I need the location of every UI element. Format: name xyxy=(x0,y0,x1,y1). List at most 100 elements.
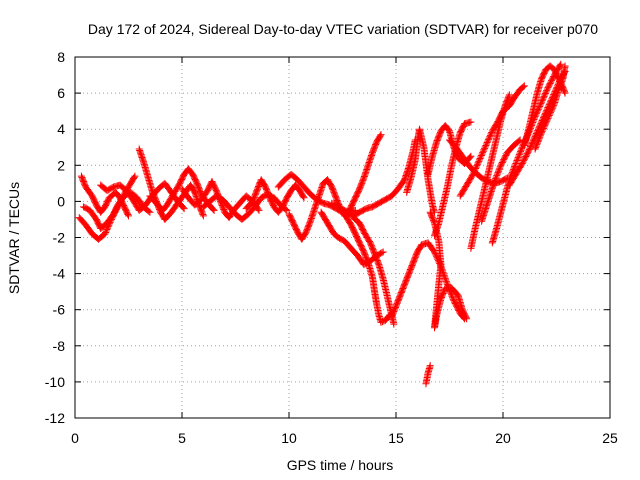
data-point xyxy=(535,124,543,132)
data-point xyxy=(486,133,494,141)
y-tick-label: -6 xyxy=(53,302,66,318)
data-point xyxy=(471,166,479,174)
data-point xyxy=(516,149,524,157)
data-point xyxy=(255,206,263,214)
data-point xyxy=(531,145,539,153)
data-point xyxy=(514,155,522,163)
data-point xyxy=(505,91,513,99)
data-point xyxy=(376,132,384,140)
data-point xyxy=(530,134,538,142)
data-point xyxy=(536,101,544,109)
data-point xyxy=(538,97,546,105)
data-point xyxy=(441,285,449,293)
data-point xyxy=(539,115,547,123)
data-point xyxy=(209,205,217,213)
data-point xyxy=(131,172,139,180)
data-point xyxy=(541,122,549,130)
data-point xyxy=(539,124,547,132)
data-point xyxy=(537,100,545,108)
data-point xyxy=(538,98,546,106)
data-point xyxy=(557,60,565,68)
data-point xyxy=(549,103,557,111)
data-point xyxy=(467,118,475,126)
data-point xyxy=(514,154,522,162)
data-point xyxy=(511,161,519,169)
data-point xyxy=(492,175,500,183)
data-point xyxy=(449,294,457,302)
data-point xyxy=(283,206,291,214)
data-point xyxy=(385,312,393,320)
data-point xyxy=(547,107,555,115)
data-point xyxy=(539,126,547,134)
data-point xyxy=(542,119,550,127)
data-point xyxy=(484,136,492,144)
data-point xyxy=(130,173,138,181)
data-point xyxy=(483,140,491,148)
y-axis-ticks: -12 -10 -8 -6 -4 -2 0 2 4 6 8 xyxy=(45,49,610,426)
data-point xyxy=(529,137,537,145)
data-point xyxy=(561,89,569,97)
data-point xyxy=(180,205,188,213)
data-point xyxy=(536,132,544,140)
data-point xyxy=(101,230,109,238)
x-tick-label: 20 xyxy=(495,430,511,446)
data-point xyxy=(479,147,487,155)
data-point xyxy=(543,106,551,114)
data-point xyxy=(543,117,551,125)
y-tick-label: -10 xyxy=(45,374,65,390)
data-point xyxy=(485,134,493,142)
data-point xyxy=(512,158,520,166)
data-point xyxy=(484,137,492,145)
data-point xyxy=(533,139,541,147)
data-point xyxy=(481,144,489,152)
data-point xyxy=(545,102,553,110)
data-series xyxy=(422,362,434,388)
data-point xyxy=(475,156,483,164)
data-point xyxy=(377,318,385,326)
data-point xyxy=(495,167,503,175)
data-point xyxy=(145,207,153,215)
data-point xyxy=(544,104,552,112)
data-point xyxy=(545,101,553,109)
data-point xyxy=(199,212,207,220)
data-point xyxy=(547,109,555,117)
data-series xyxy=(403,125,439,216)
data-series xyxy=(285,176,349,243)
data-point xyxy=(545,113,553,121)
data-point xyxy=(493,172,501,180)
data-point xyxy=(541,111,549,119)
data-point xyxy=(547,98,555,106)
data-point xyxy=(540,112,548,120)
data-point xyxy=(125,212,132,220)
y-tick-label: 6 xyxy=(57,85,65,101)
data-point xyxy=(515,137,523,145)
data-point xyxy=(548,106,556,114)
data-point xyxy=(496,164,504,172)
data-point xyxy=(467,152,475,160)
data-point xyxy=(540,123,548,131)
data-point xyxy=(378,318,386,326)
data-point xyxy=(536,121,544,129)
data-point xyxy=(519,83,527,91)
x-axis-label: GPS time / hours xyxy=(287,457,394,473)
data-point xyxy=(536,133,544,141)
data-point xyxy=(515,151,523,159)
data-point xyxy=(466,153,474,161)
data-point xyxy=(469,170,477,178)
data-point xyxy=(124,211,132,219)
data-point xyxy=(474,160,482,168)
data-point xyxy=(472,163,480,171)
data-point xyxy=(532,130,540,138)
data-point xyxy=(487,130,495,138)
x-tick-label: 15 xyxy=(388,430,404,446)
data-point xyxy=(103,226,111,234)
data-point xyxy=(210,206,218,214)
x-axis-ticks: 0 5 10 15 20 25 xyxy=(71,57,618,446)
data-point xyxy=(545,111,553,119)
data-point xyxy=(541,91,549,99)
x-tick-label: 0 xyxy=(71,430,79,446)
data-point xyxy=(517,148,525,156)
data-point xyxy=(512,159,520,167)
data-series xyxy=(467,91,513,252)
data-point xyxy=(470,169,478,177)
